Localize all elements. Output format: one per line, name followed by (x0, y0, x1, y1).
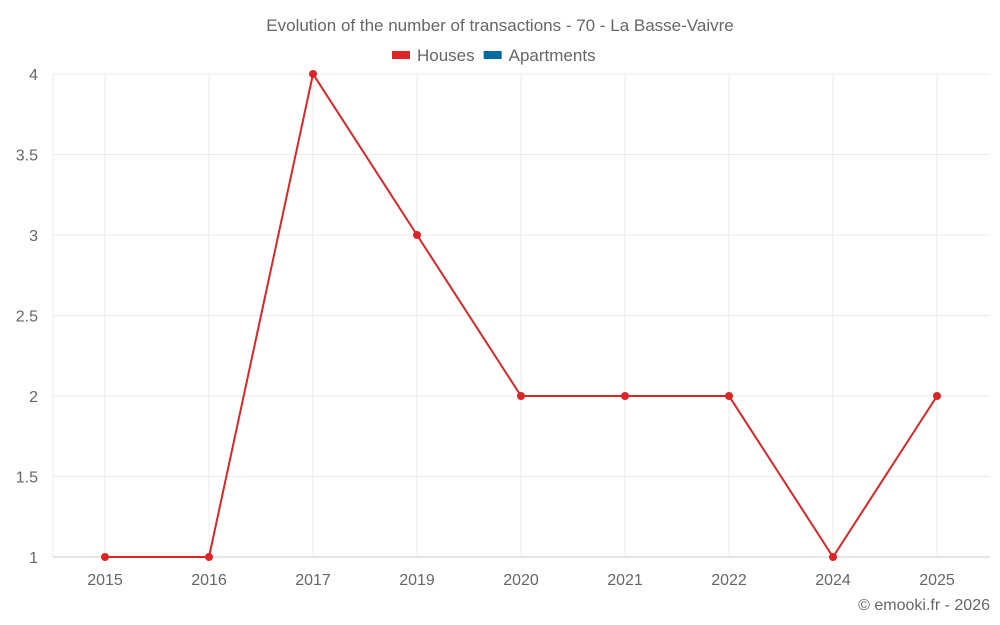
x-tick-label: 2017 (295, 572, 331, 589)
data-point (517, 392, 525, 400)
x-tick-label: 2025 (919, 572, 955, 589)
x-tick-label: 2019 (399, 572, 435, 589)
legend-swatch (483, 51, 502, 59)
y-tick-label: 4 (29, 67, 38, 84)
data-point (205, 553, 213, 561)
data-point (101, 553, 109, 561)
y-tick-label: 2.5 (16, 309, 38, 326)
legend-label: Houses (417, 46, 475, 65)
legend-label: Apartments (509, 46, 596, 65)
data-point (829, 553, 837, 561)
y-tick-label: 3.5 (16, 148, 38, 165)
data-point (413, 231, 421, 239)
x-tick-label: 2022 (711, 572, 747, 589)
y-tick-label: 3 (29, 228, 38, 245)
grid: 2015 2016 2017 2019 2020 2021 2022 2024 2025 1 1.5… (16, 67, 990, 589)
x-tick-label: 2020 (503, 572, 539, 589)
legend: Houses Apartments (392, 46, 596, 65)
data-point (309, 70, 317, 78)
data-point (621, 392, 629, 400)
legend-swatch (392, 51, 410, 59)
data-point (725, 392, 733, 400)
y-tick-label: 2 (29, 389, 38, 406)
chart-title: Evolution of the number of transactions … (266, 16, 733, 35)
series-marks (101, 70, 941, 561)
x-tick-label: 2015 (87, 572, 123, 589)
x-tick-label: 2024 (815, 572, 851, 589)
y-tick-label: 1.5 (16, 470, 38, 487)
credit-text: © emooki.fr - 2026 (858, 597, 990, 614)
data-point (933, 392, 941, 400)
x-tick-label: 2021 (607, 572, 643, 589)
x-tick-label: 2016 (191, 572, 227, 589)
y-tick-label: 1 (29, 550, 38, 567)
